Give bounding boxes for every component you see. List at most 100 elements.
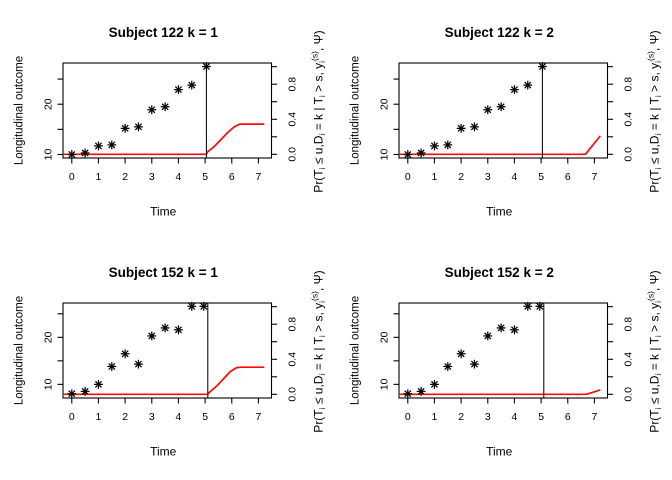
svg-text:Subject 122 k = 1: Subject 122 k = 1	[109, 25, 219, 40]
svg-text:0.4: 0.4	[623, 112, 635, 127]
svg-text:0: 0	[405, 171, 411, 183]
asterisk-marker	[120, 349, 130, 359]
svg-text:10: 10	[379, 148, 391, 160]
svg-text:0.0: 0.0	[287, 147, 299, 162]
asterisk-marker	[174, 85, 183, 95]
asterisk-marker	[94, 379, 103, 389]
panel-svg: Subject 152 k = 2 0 1 2 3 4 5 6 7 Time 10 20 Longitu…	[350, 265, 664, 459]
asterisk-marker	[107, 362, 117, 371]
svg-text:Longitudinal outcome: Longitudinal outcome	[350, 296, 362, 405]
asterisk-marker	[470, 359, 479, 369]
svg-text:7: 7	[592, 171, 598, 183]
asterisk-marker	[496, 323, 506, 333]
asterisk-marker	[134, 359, 143, 369]
asterisk-marker	[483, 105, 493, 115]
asterisk-marker	[496, 102, 506, 112]
asterisk-marker	[67, 150, 77, 159]
svg-text:Longitudinal outcome: Longitudinal outcome	[350, 56, 362, 165]
x-axis: 0 1 2 3 4 5 6 7 Time	[405, 158, 598, 219]
prediction-curve	[63, 366, 265, 396]
asterisk-marker	[67, 389, 77, 399]
y-axis-right-label: Pr(Ti ≤ u,Di = k | Ti > s, yi(s), Ψ)	[310, 30, 328, 192]
svg-text:1: 1	[96, 171, 102, 183]
asterisk-marker	[430, 141, 439, 151]
svg-text:Subject 122 k = 2: Subject 122 k = 2	[445, 25, 554, 40]
data-points	[67, 62, 211, 159]
svg-text:Time: Time	[150, 205, 177, 219]
svg-text:0.8: 0.8	[623, 317, 635, 332]
svg-text:2: 2	[122, 411, 128, 423]
svg-text:1: 1	[432, 411, 438, 423]
asterisk-marker	[147, 331, 157, 341]
svg-text:Time: Time	[486, 445, 513, 459]
svg-text:0.4: 0.4	[287, 112, 299, 127]
svg-text:6: 6	[565, 171, 571, 183]
svg-text:3: 3	[485, 411, 491, 423]
svg-text:3: 3	[149, 171, 155, 183]
svg-text:4: 4	[512, 411, 518, 423]
data-points	[403, 62, 547, 159]
asterisk-marker	[187, 80, 197, 90]
asterisk-marker	[416, 148, 426, 158]
y-axis-left: 10 20 Longitudinal outcome	[14, 56, 63, 165]
plot-box	[398, 62, 609, 159]
asterisk-marker	[199, 301, 209, 311]
svg-text:6: 6	[229, 411, 235, 423]
asterisk-marker	[120, 123, 130, 133]
asterisk-marker	[94, 141, 103, 151]
svg-text:0.4: 0.4	[287, 352, 299, 367]
chart-panel-bottom-right: Subject 152 k = 2 Subject 152 k = 2 0 1 2 3 4…	[336, 240, 672, 480]
asterisk-marker	[403, 150, 413, 159]
asterisk-marker	[80, 387, 90, 396]
svg-text:20: 20	[43, 98, 55, 110]
svg-text:Longitudinal outcome: Longitudinal outcome	[14, 56, 26, 165]
svg-text:0: 0	[69, 171, 75, 183]
asterisk-marker	[147, 105, 157, 115]
panel-svg: Subject 122 k = 1 0 1 2 3 4 5 6 7 Time 10 20 Longitu…	[14, 25, 328, 219]
data-points	[403, 301, 545, 399]
svg-text:7: 7	[256, 411, 262, 423]
y-axis-right: 0.0 0.4 0.8 Pr(Ti ≤ u,Di = k | Ti > s, yi(s…	[607, 270, 663, 433]
x-axis: 0 1 2 3 4 5 6 7 Time	[69, 398, 262, 459]
asterisk-marker	[483, 331, 493, 341]
svg-text:1: 1	[96, 411, 102, 423]
panel-title: Subject 122 k = 2	[445, 25, 554, 40]
svg-text:2: 2	[122, 171, 128, 183]
svg-text:5: 5	[202, 171, 208, 183]
svg-text:Longitudinal outcome: Longitudinal outcome	[14, 296, 26, 405]
asterisk-marker	[523, 80, 533, 90]
panel-title: Subject 122 k = 1	[109, 25, 219, 40]
asterisk-marker	[523, 301, 533, 311]
svg-text:4: 4	[176, 411, 182, 423]
asterisk-marker	[430, 379, 439, 389]
svg-text:7: 7	[256, 171, 262, 183]
svg-text:20: 20	[379, 331, 391, 343]
panel-svg: Subject 122 k = 2 0 1 2 3 4 5 6 7 Time 10 20 Longitu…	[350, 25, 664, 219]
asterisk-marker	[202, 62, 211, 71]
svg-text:0.0: 0.0	[287, 387, 299, 402]
asterisk-marker	[160, 102, 170, 112]
svg-text:4: 4	[176, 171, 182, 183]
svg-text:10: 10	[43, 148, 55, 160]
svg-text:0.8: 0.8	[623, 77, 635, 92]
asterisk-marker	[403, 389, 413, 399]
asterisk-marker	[510, 85, 519, 95]
asterisk-marker	[174, 325, 183, 335]
asterisk-marker	[510, 325, 519, 335]
y-axis-right: 0.0 0.4 0.8 Pr(Ti ≤ u,Di = k | Ti > s, yi(s…	[607, 30, 663, 193]
asterisk-marker	[443, 362, 453, 371]
prediction-curve	[399, 135, 601, 156]
x-axis: 0 1 2 3 4 5 6 7 Time	[405, 398, 598, 459]
asterisk-marker	[107, 140, 117, 150]
asterisk-marker	[456, 349, 466, 359]
asterisk-marker	[470, 122, 479, 132]
plot-box	[62, 302, 273, 399]
panel-title: Subject 152 k = 2	[445, 265, 554, 280]
svg-text:0.8: 0.8	[287, 317, 299, 332]
plot-box	[62, 62, 273, 159]
svg-text:Time: Time	[150, 445, 177, 459]
x-axis: 0 1 2 3 4 5 6 7 Time	[69, 158, 262, 219]
chart-panel-top-right: Subject 122 k = 2 Subject 122 k = 2 0 1 2 3 4…	[336, 0, 672, 240]
asterisk-marker	[456, 123, 466, 133]
svg-text:Subject 152 k = 1: Subject 152 k = 1	[109, 265, 219, 280]
